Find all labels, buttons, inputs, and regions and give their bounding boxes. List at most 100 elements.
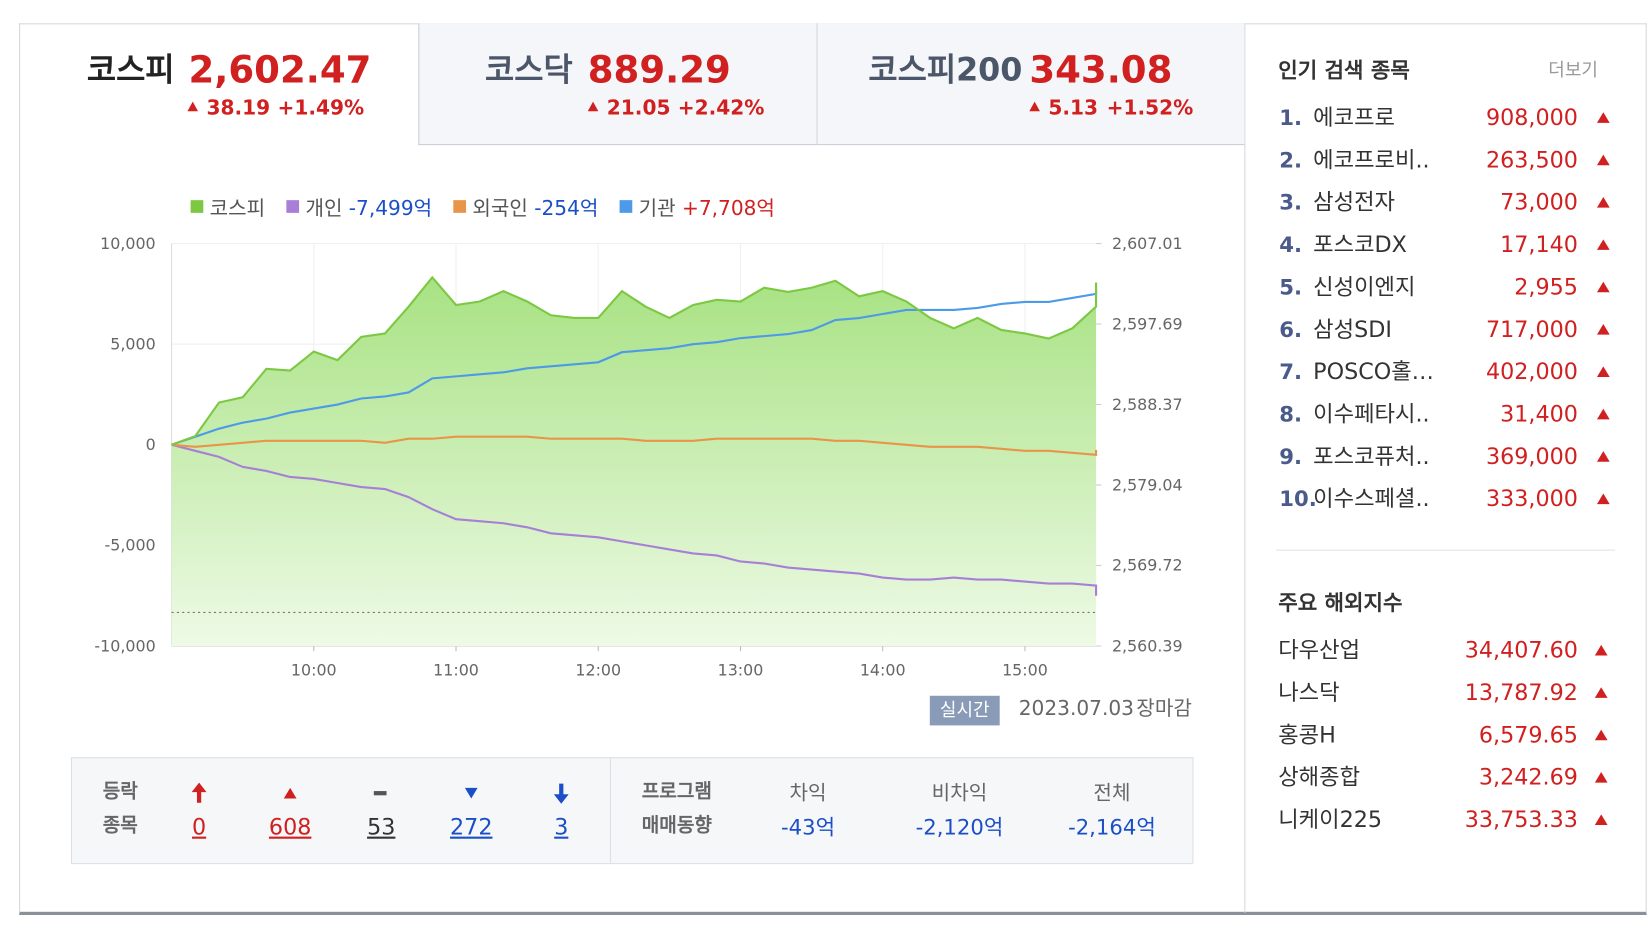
overseas-title: 주요 해외지수 xyxy=(1278,589,1403,616)
stock-name[interactable]: 신성이엔지 xyxy=(1313,274,1416,300)
legend-value: -254억 xyxy=(534,196,598,220)
tab-name[interactable]: 코스닥 xyxy=(485,51,573,89)
flat-icon xyxy=(373,791,387,796)
up-icon xyxy=(1596,239,1610,250)
x-tick-label: 12:00 xyxy=(575,661,621,680)
rank: 9. xyxy=(1279,443,1303,470)
date: 2023.07.03 xyxy=(1018,696,1134,721)
index-name[interactable]: 나스닥 xyxy=(1278,679,1340,706)
series-area xyxy=(171,277,1097,646)
stock-name[interactable]: 삼성전자 xyxy=(1313,189,1396,215)
panel-divider xyxy=(1244,23,1246,913)
tab-value[interactable]: 343.08 xyxy=(1029,49,1173,93)
legend-swatch xyxy=(190,200,204,213)
up-icon xyxy=(1596,366,1610,378)
up-icon xyxy=(187,101,199,112)
stock-price: 369,000 xyxy=(1485,443,1578,470)
summary-box xyxy=(70,757,1194,865)
program-label: 매매동향 xyxy=(641,814,712,837)
y-tick-label: 0 xyxy=(146,435,156,454)
stock-price: 2,955 xyxy=(1514,274,1578,300)
index-name[interactable]: 홍콩H xyxy=(1278,722,1336,748)
series-line xyxy=(171,275,1098,446)
rank: 10. xyxy=(1279,486,1317,512)
stock-name[interactable]: 에코프로 xyxy=(1313,104,1396,131)
stock-name[interactable]: 삼성SDI xyxy=(1313,316,1392,343)
y-tick-label: -5,000 xyxy=(104,536,155,555)
up-icon xyxy=(1596,451,1610,462)
up-icon xyxy=(1594,687,1608,698)
limit-up-icon xyxy=(191,782,207,803)
x-tick-label: 14:00 xyxy=(860,661,906,680)
tab-rate: +2.42% xyxy=(677,96,765,120)
tab-rate: +1.49% xyxy=(277,96,365,120)
up-icon xyxy=(1596,324,1610,335)
tab-name[interactable]: 코스피 xyxy=(86,51,175,89)
legend-value: +7,708억 xyxy=(682,196,775,220)
legend-label: 개인 xyxy=(305,196,342,220)
tab-change: 38.19 xyxy=(206,96,271,120)
breadth-icons xyxy=(191,782,569,804)
legend-label: 기관 xyxy=(639,196,676,220)
breadth-count[interactable]: 272 xyxy=(450,814,493,840)
tab-bg xyxy=(418,23,1245,146)
stock-name[interactable]: 포스코DX xyxy=(1313,231,1407,258)
program-item-value: -2,164억 xyxy=(1068,814,1156,840)
rank: 7. xyxy=(1279,359,1303,385)
legend-label: 코스피 xyxy=(210,196,266,220)
tab-name[interactable]: 코스피200 xyxy=(868,51,1023,89)
stock-name[interactable]: 이수스페셜.. xyxy=(1313,486,1430,512)
up-icon xyxy=(1596,408,1610,420)
breadth-count[interactable]: 53 xyxy=(367,814,396,840)
tab-change: 5.13 xyxy=(1048,96,1099,120)
up-icon xyxy=(1596,154,1610,166)
chart: 10,000 5,000 0 -5,000 -10,000 2,607.01 2,597.6… xyxy=(94,196,1183,680)
stock-name[interactable]: 이수페타시.. xyxy=(1313,401,1430,427)
index-value: 6,579.65 xyxy=(1478,722,1578,748)
x-tick-label: 15:00 xyxy=(1002,661,1048,680)
more-link[interactable]: 더보기 xyxy=(1548,60,1598,82)
y-tick-label: -10,000 xyxy=(94,636,155,655)
popular-title: 인기 검색 종목 xyxy=(1278,57,1410,83)
stock-price: 73,000 xyxy=(1500,189,1578,215)
legend-swatch xyxy=(453,200,467,213)
legend-swatch xyxy=(619,200,633,213)
index-value: 33,753.33 xyxy=(1464,806,1578,833)
index-name[interactable]: 다우산업 xyxy=(1278,637,1361,663)
up-icon xyxy=(1594,772,1608,783)
rank: 4. xyxy=(1279,231,1303,258)
index-value: 13,787.92 xyxy=(1464,679,1578,706)
x-tick-label: 13:00 xyxy=(718,661,764,680)
breadth-label: 종목 xyxy=(102,814,138,837)
stock-name[interactable]: 에코프로비.. xyxy=(1313,147,1430,173)
stock-name[interactable]: POSCO홀… xyxy=(1313,359,1434,385)
up-icon xyxy=(1596,112,1610,123)
breadth-count[interactable]: 0 xyxy=(192,814,207,840)
section-divider xyxy=(1276,549,1615,551)
stock-name[interactable]: 포스코퓨처.. xyxy=(1313,443,1430,470)
rank: 8. xyxy=(1279,401,1303,427)
y2-tick-label: 2,560.39 xyxy=(1112,636,1183,655)
legend-swatch xyxy=(286,200,300,213)
up-icon xyxy=(587,101,599,112)
market-state: 장마감 xyxy=(1136,696,1192,721)
y2-tick-label: 2,588.37 xyxy=(1112,395,1183,414)
up-icon xyxy=(1029,101,1040,112)
legend-label: 외국인 xyxy=(472,196,528,220)
series-line xyxy=(171,289,1098,446)
breadth-count[interactable]: 3 xyxy=(554,814,569,840)
up-icon xyxy=(1594,729,1608,741)
index-name[interactable]: 니케이225 xyxy=(1278,806,1383,833)
tab-change: 21.05 xyxy=(606,96,671,120)
up-icon xyxy=(1594,814,1608,825)
tab-value[interactable]: 2,602.47 xyxy=(188,49,372,93)
index-name[interactable]: 상해종합 xyxy=(1278,764,1361,791)
stock-price: 908,000 xyxy=(1485,104,1578,131)
series-line xyxy=(171,443,1098,596)
breadth-count[interactable]: 608 xyxy=(268,814,312,840)
y2-tick-label: 2,597.69 xyxy=(1112,314,1183,333)
tab-value[interactable]: 889.29 xyxy=(587,49,731,93)
up-icon xyxy=(283,787,297,799)
rank: 2. xyxy=(1279,147,1303,173)
